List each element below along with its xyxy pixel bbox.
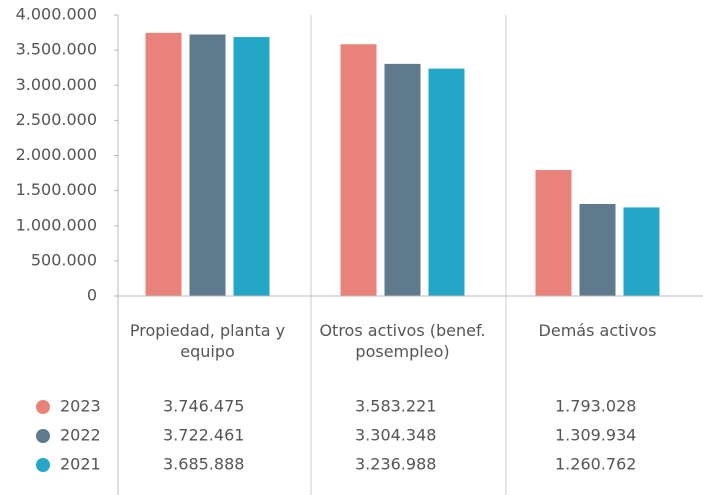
x-tick-label: Propiedad, planta y equipo xyxy=(129,321,286,361)
y-tick-label: 3.000.000 xyxy=(16,75,97,94)
bar xyxy=(145,32,182,297)
y-tick-label: 1.000.000 xyxy=(16,215,97,234)
table-value: 1.260.762 xyxy=(555,455,636,474)
table-value: 3.722.461 xyxy=(163,426,244,445)
table-value: 3.746.475 xyxy=(163,397,244,416)
bar xyxy=(623,207,660,296)
bar xyxy=(579,203,616,296)
table-value: 3.583.221 xyxy=(355,397,436,416)
table-value: 3.685.888 xyxy=(163,455,244,474)
table-value: 3.236.988 xyxy=(355,455,436,474)
legend-swatch xyxy=(36,429,50,443)
bar xyxy=(384,63,421,296)
y-tick-label: 1.500.000 xyxy=(16,180,97,199)
x-tick-label: Demás activos xyxy=(538,321,657,340)
table-value: 1.793.028 xyxy=(555,397,636,416)
bar xyxy=(340,44,377,297)
legend-label: 2023 xyxy=(60,397,101,416)
y-tick-label: 500.000 xyxy=(31,250,97,269)
y-tick-label: 0 xyxy=(87,286,97,305)
x-tick-label: Otros activos (benef. posempleo) xyxy=(319,321,486,361)
bar xyxy=(428,68,465,296)
y-tick-label: 4.000.000 xyxy=(16,5,97,24)
y-tick-label: 2.500.000 xyxy=(16,110,97,129)
y-tick-label: 2.000.000 xyxy=(16,145,97,164)
table-value: 3.304.348 xyxy=(355,426,436,445)
legend-label: 2022 xyxy=(60,426,101,445)
table-value: 1.309.934 xyxy=(555,426,636,445)
y-tick-label: 3.500.000 xyxy=(16,40,97,59)
bar xyxy=(535,170,572,296)
legend-swatch xyxy=(36,458,50,472)
bar xyxy=(189,34,226,296)
legend-swatch xyxy=(36,400,50,414)
legend-label: 2021 xyxy=(60,455,101,474)
bar xyxy=(233,37,270,296)
